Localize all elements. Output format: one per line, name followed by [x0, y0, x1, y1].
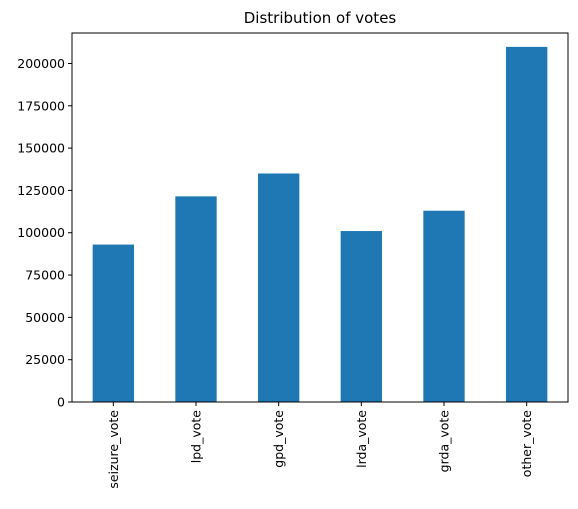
x-tick-label: gpd_vote — [271, 410, 286, 468]
y-tick-label: 100000 — [17, 225, 65, 240]
x-tick-label: other_vote — [519, 410, 534, 477]
y-tick-label: 175000 — [17, 98, 65, 113]
y-tick-label: 125000 — [17, 183, 65, 198]
x-axis: seizure_vote lpd_vote gpd_vote lrda_vote grd… — [106, 402, 534, 489]
y-axis: 0 25000 50000 75000 100000 125000 150000 175000… — [17, 56, 72, 410]
chart-title: Distribution of votes — [244, 9, 397, 27]
y-tick-label: 200000 — [17, 56, 65, 71]
x-tick-label: grda_vote — [437, 410, 452, 473]
x-tick-label: lrda_vote — [354, 410, 369, 468]
bars-group — [92, 46, 548, 402]
bar-other_vote — [506, 46, 548, 402]
bar-grda_vote — [423, 210, 465, 402]
y-tick-label: 75000 — [25, 268, 65, 283]
y-tick-label: 25000 — [25, 352, 65, 367]
bar-lpd_vote — [175, 196, 217, 402]
bar-lrda_vote — [340, 231, 382, 402]
y-tick-label: 50000 — [25, 310, 65, 325]
y-tick-label: 150000 — [17, 141, 65, 156]
x-tick-label: lpd_vote — [189, 410, 204, 464]
bar-seizure_vote — [92, 244, 134, 402]
plot-frame — [71, 32, 569, 403]
y-tick-label: 0 — [57, 395, 65, 410]
x-tick-label: seizure_vote — [106, 410, 121, 489]
bar-gpd_vote — [258, 173, 300, 402]
